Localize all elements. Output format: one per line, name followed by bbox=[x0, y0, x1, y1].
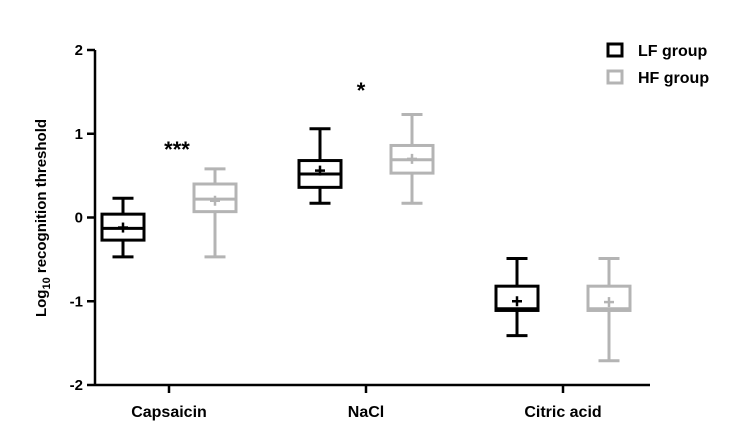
x-category-label: Capsaicin bbox=[131, 404, 207, 421]
y-title-prefix: Log bbox=[33, 290, 50, 318]
y-tick-label: 0 bbox=[75, 210, 83, 227]
y-tick-label: -1 bbox=[70, 293, 83, 310]
box-lf-group-nacl bbox=[297, 127, 343, 205]
box-hf-group-citric-acid bbox=[586, 257, 632, 363]
significance-marker: *** bbox=[164, 137, 190, 162]
x-axis: Capsaicin NaCl Citric acid bbox=[95, 383, 650, 421]
significance-annotations: **** bbox=[164, 78, 366, 162]
legend-swatch bbox=[606, 42, 624, 58]
legend-swatch bbox=[606, 69, 624, 85]
box-hf-group-capsaicin bbox=[192, 167, 238, 259]
legend-label: LF group bbox=[638, 43, 708, 60]
significance-marker: * bbox=[357, 78, 366, 103]
x-category-label: NaCl bbox=[348, 404, 384, 421]
legend: LF group HF group bbox=[606, 42, 709, 87]
y-title-subscript: 10 bbox=[41, 277, 53, 289]
x-category-label: Citric acid bbox=[524, 404, 601, 421]
box-lf-group-citric-acid bbox=[494, 257, 540, 338]
y-axis-title: Log10 recognition threshold bbox=[33, 119, 53, 317]
y-tick-label: -2 bbox=[70, 377, 83, 394]
box-hf-group-nacl bbox=[389, 112, 435, 205]
y-axis: -2 -1 0 1 2 bbox=[70, 42, 97, 394]
y-tick-label: 1 bbox=[75, 126, 83, 143]
box-plot-series bbox=[100, 112, 632, 363]
y-tick-label: 2 bbox=[75, 42, 83, 59]
y-title-suffix: recognition threshold bbox=[33, 119, 50, 277]
box-lf-group-capsaicin bbox=[100, 196, 146, 259]
legend-label: HF group bbox=[638, 70, 709, 87]
